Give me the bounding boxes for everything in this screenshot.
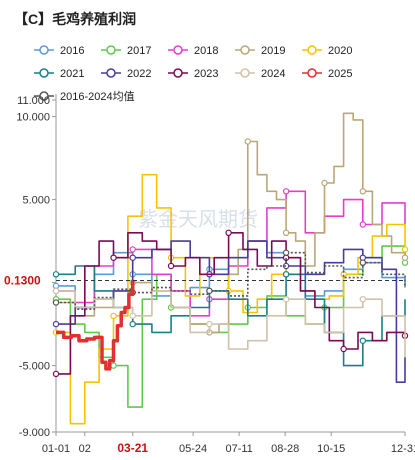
data-point: [129, 312, 136, 319]
data-point: [52, 299, 60, 306]
data-point: [359, 221, 367, 228]
data-point: [359, 337, 367, 344]
data-point: [167, 262, 175, 270]
x-tick-label: 10-15: [317, 443, 345, 455]
series-line: [56, 251, 406, 310]
data-point: [110, 312, 117, 319]
legend-marker: [106, 68, 116, 78]
legend: 2016 2017 2018 2019 2020 2021 2022 2023 2024 2025…: [34, 45, 352, 103]
data-point: [110, 362, 117, 369]
legend-label: 2016-2024均值: [60, 90, 135, 103]
legend-label: 2022: [127, 68, 151, 80]
series-2022: [52, 240, 406, 383]
data-point: [282, 271, 290, 278]
plot-area: 11.000 10.000 5.000 -5.000 -9.000 01-01 02 03-2…: [4, 94, 415, 455]
data-point: [282, 188, 290, 195]
legend-item[interactable]: 2020: [302, 45, 352, 57]
x-tick-label: 05-24: [179, 443, 207, 455]
legend-label: 2020: [328, 45, 352, 57]
legend-label: 2025: [328, 68, 352, 80]
series-line: [56, 112, 406, 334]
legend-item[interactable]: 2024: [235, 68, 285, 80]
data-point: [206, 287, 213, 295]
legend-label: 2017: [127, 45, 151, 57]
series-line: [56, 232, 406, 375]
legend-label: 2023: [194, 68, 218, 80]
series-line: [56, 280, 135, 371]
legend-item[interactable]: 2021: [34, 68, 84, 80]
legend-marker: [39, 45, 49, 55]
x-tick-label: 12-31: [391, 443, 415, 455]
data-point: [244, 138, 251, 145]
data-point: [52, 287, 60, 295]
data-point: [282, 296, 290, 303]
legend-item[interactable]: 2018: [168, 45, 218, 57]
legend-item[interactable]: 2022: [101, 68, 151, 80]
data-point: [401, 246, 409, 253]
data-point: [129, 254, 136, 261]
data-point: [321, 179, 328, 187]
legend-item[interactable]: 2016: [34, 45, 84, 57]
data-point: [359, 296, 367, 303]
data-point: [359, 259, 367, 266]
legend-marker: [39, 68, 49, 78]
data-point: [401, 254, 409, 261]
legend-label: 2021: [60, 68, 84, 80]
x-tick-label: 07-11: [225, 443, 252, 455]
legend-item[interactable]: 2019: [235, 45, 285, 57]
data-point: [282, 249, 290, 256]
legend-marker: [106, 45, 116, 55]
x-highlight-label: 03-21: [117, 441, 148, 455]
data-point: [282, 229, 290, 236]
legend-label: 2024: [261, 68, 285, 80]
series-2017: [52, 245, 409, 408]
data-point: [225, 229, 232, 236]
y-tick-label: -9.000: [19, 427, 50, 439]
data-point: [340, 345, 347, 353]
chart-title: 【C】毛鸡养殖利润: [14, 11, 136, 27]
legend-label: 2019: [261, 45, 285, 57]
x-tick-label: 08-28: [271, 443, 299, 455]
data-point: [359, 188, 367, 195]
legend-marker: [39, 91, 49, 101]
data-point: [206, 320, 213, 328]
y-tick-label: 11.000: [17, 95, 50, 107]
legend-marker: [307, 68, 317, 78]
legend-label: 2018: [194, 45, 218, 57]
y-tick-label: -5.000: [19, 361, 50, 373]
legend-marker: [173, 45, 183, 55]
series-2023: [52, 229, 409, 378]
data-point: [52, 320, 60, 328]
series-line: [56, 245, 406, 408]
watermark: 紫金天风期货: [138, 208, 258, 231]
y-tick-label: 5.000: [22, 195, 50, 207]
series-2024: [52, 287, 406, 358]
legend-item[interactable]: 2025: [302, 68, 352, 80]
y-tick-label: 10.000: [16, 112, 50, 124]
data-point: [52, 370, 60, 378]
legend-item[interactable]: 2023: [168, 68, 218, 80]
legend-item[interactable]: 2017: [101, 45, 151, 57]
legend-label: 2016: [60, 45, 84, 57]
legend-marker: [240, 45, 250, 55]
data-point: [52, 271, 60, 278]
x-tick-label: 02: [79, 443, 91, 455]
legend-item[interactable]: 2016-2024均值: [34, 90, 135, 103]
data-point: [129, 320, 136, 328]
data-point: [129, 246, 136, 253]
legend-marker: [240, 68, 250, 78]
legend-marker: [307, 45, 317, 55]
series-2025: [56, 280, 135, 371]
x-tick-label: 01-01: [42, 443, 70, 455]
data-point: [110, 254, 117, 261]
series-line: [56, 290, 406, 358]
latest-value-label: 0.1300: [4, 273, 41, 287]
legend-marker: [173, 68, 183, 78]
